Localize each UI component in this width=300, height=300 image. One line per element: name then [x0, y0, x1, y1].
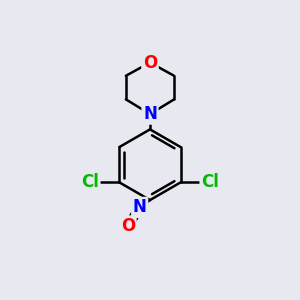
Text: O: O — [121, 217, 135, 235]
Text: N: N — [143, 105, 157, 123]
Text: N: N — [133, 198, 147, 216]
Text: Cl: Cl — [201, 173, 219, 191]
Text: Cl: Cl — [81, 173, 99, 191]
Text: O: O — [143, 53, 157, 71]
